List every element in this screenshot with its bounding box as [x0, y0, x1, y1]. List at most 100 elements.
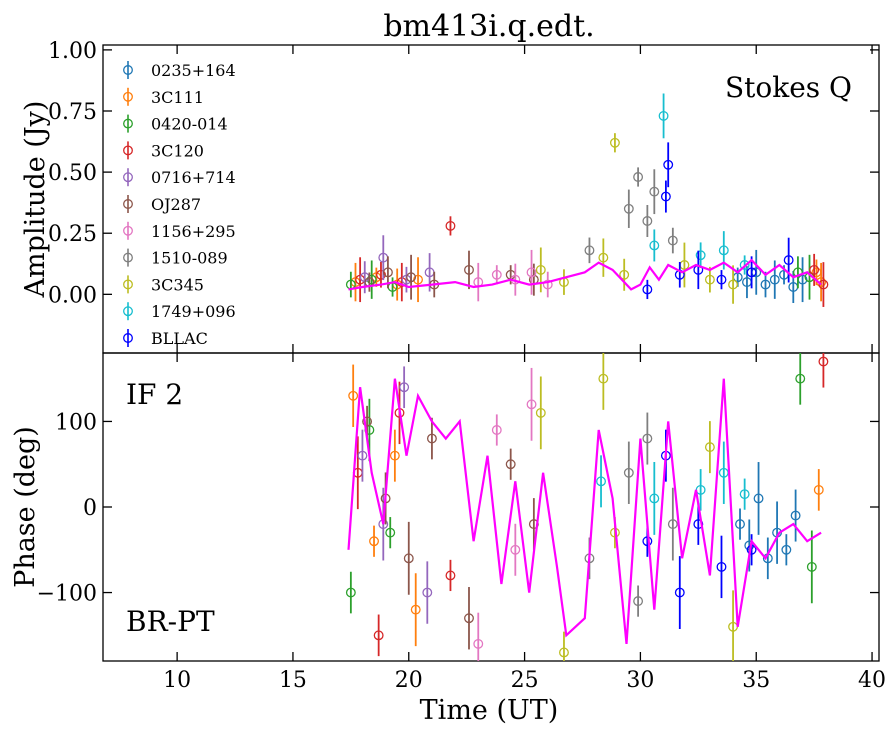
x-tick-label: 25: [511, 668, 539, 693]
legend-label: 0716+714: [151, 168, 236, 187]
legend-label: 3C345: [151, 275, 204, 294]
data-point: [598, 373, 609, 384]
data-point: [609, 137, 620, 148]
phase-y-axis-label: Phase (deg): [10, 426, 41, 588]
phase-y-ticks: −100 0 100: [37, 410, 879, 607]
y-tick-label: 1.00: [48, 39, 97, 64]
legend-marker: [123, 145, 133, 156]
data-point: [410, 604, 421, 615]
y-tick-label: 0.25: [48, 222, 97, 247]
data-point: [559, 647, 569, 658]
legend-marker: [123, 199, 133, 209]
data-point: [769, 274, 780, 285]
data-point: [510, 544, 521, 555]
data-point: [663, 159, 674, 170]
y-tick-label: 100: [55, 410, 97, 435]
data-point: [491, 425, 502, 435]
data-point: [491, 269, 502, 280]
legend-label: 1749+096: [151, 302, 236, 321]
legend-label: 3C111: [151, 88, 204, 107]
data-point: [345, 587, 356, 598]
data-point: [526, 267, 537, 278]
data-point: [716, 274, 727, 285]
y-tick-label: 0.50: [48, 161, 97, 186]
y-tick-label: 0: [83, 496, 97, 521]
data-point: [704, 274, 715, 285]
legend-marker: [123, 306, 133, 317]
data-point: [382, 267, 393, 278]
baseline-annotation: BR-PT: [126, 605, 215, 638]
x-tick-label: 15: [279, 668, 307, 693]
amplitude-y-ticks: 0.00 0.25 0.50 0.75 1.00: [48, 39, 879, 308]
data-point: [406, 272, 417, 283]
data-point: [746, 267, 757, 278]
data-point: [362, 416, 373, 427]
data-point: [633, 596, 644, 607]
data-point: [542, 279, 553, 290]
data-point: [366, 274, 377, 285]
phase-data-marks: [345, 353, 829, 661]
data-point: [373, 630, 384, 641]
legend-marker: [123, 172, 133, 183]
data-point: [426, 433, 437, 444]
data-point: [735, 519, 745, 530]
data-point: [809, 264, 820, 275]
data-point: [760, 279, 771, 290]
data-point: [413, 274, 423, 285]
x-tick-label: 20: [395, 668, 423, 693]
data-point: [660, 191, 671, 202]
data-point: [623, 203, 634, 214]
y-tick-label: 0.00: [48, 283, 97, 308]
data-point: [695, 250, 706, 261]
data-point: [790, 510, 801, 521]
legend: 0235+164 3C111 0420-014 3C120 0716+714 OJ287 1…: [123, 61, 236, 348]
data-point: [422, 587, 433, 598]
data-point: [649, 240, 660, 251]
data-point: [642, 284, 653, 295]
legend-label: 0420-014: [151, 115, 228, 134]
amplitude-panel: 0.00 0.25 0.50 0.75 1.00 Stokes Q 0235+164 3C…: [20, 39, 880, 354]
data-point: [728, 279, 739, 290]
median-line: [348, 258, 822, 291]
data-point: [399, 382, 410, 393]
data-point: [473, 638, 484, 649]
legend-label: 3C120: [151, 141, 204, 160]
data-point: [667, 519, 678, 530]
x-tick-label: 40: [858, 668, 886, 693]
legend-marker: [123, 252, 133, 263]
stokes-annotation: Stokes Q: [725, 71, 852, 104]
data-point: [718, 245, 729, 256]
phase-panel: −100 0 100 10 15 20 25 30 35 40 IF 2 BR-PT Phase…: [10, 45, 886, 726]
data-point: [535, 407, 546, 418]
legend-label: 0235+164: [151, 61, 236, 80]
data-point: [716, 561, 727, 572]
legend-marker: [123, 65, 133, 75]
data-point: [385, 527, 396, 538]
data-point: [526, 399, 537, 410]
legend-label: 1156+295: [151, 222, 236, 241]
data-point: [781, 544, 792, 555]
data-point: [505, 459, 516, 470]
legend-marker: [123, 279, 133, 290]
amplitude-data-marks: [345, 93, 829, 307]
data-point: [783, 255, 794, 266]
data-point: [596, 476, 606, 487]
data-point: [619, 269, 630, 280]
data-point: [535, 264, 546, 275]
data-point: [633, 172, 644, 182]
legend-marker: [123, 91, 133, 102]
data-point: [642, 433, 653, 444]
amplitude-y-axis-label: Amplitude (Jy): [20, 101, 51, 299]
chart-title: bm413i.q.edt.: [383, 9, 594, 44]
legend-label: OJ287: [151, 195, 201, 214]
legend-marker: [123, 333, 133, 343]
phase-plot-frame: [102, 352, 880, 662]
data-point: [649, 493, 660, 504]
data-point: [806, 561, 817, 572]
data-point: [389, 450, 400, 461]
data-point: [642, 216, 653, 226]
data-point: [667, 235, 678, 246]
data-point: [464, 264, 474, 275]
x-tick-label: 30: [626, 668, 654, 693]
